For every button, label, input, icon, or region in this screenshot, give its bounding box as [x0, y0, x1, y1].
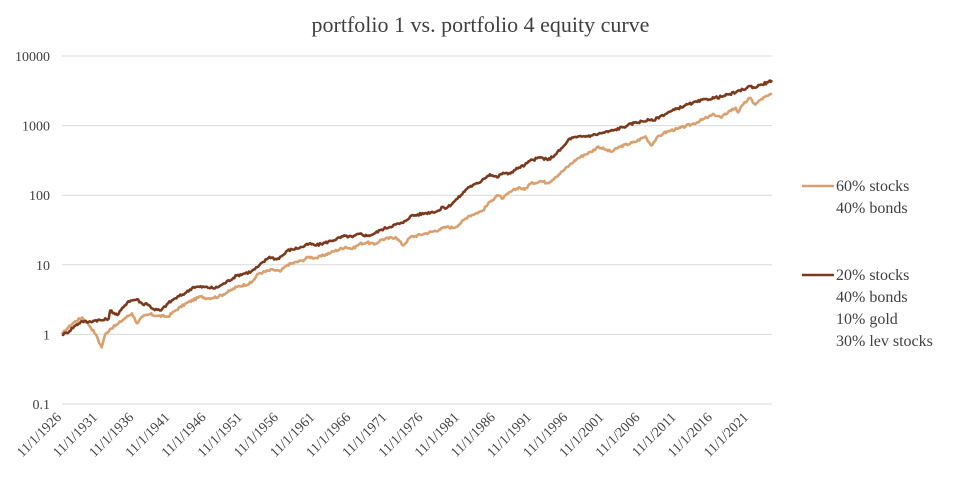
- series-line-2: [61, 79, 774, 337]
- series-line-1: [60, 92, 773, 349]
- legend: 60% stocks 40% bonds 20% stocks 40% bonds 10…: [802, 178, 933, 350]
- y-tick-label: 100: [29, 189, 50, 204]
- legend-label: 40% bonds: [836, 289, 908, 306]
- legend-label: 30% lev stocks: [836, 333, 933, 350]
- y-tick-label: 10000: [15, 50, 50, 65]
- series-lines: [60, 79, 774, 349]
- y-tick-label: 10: [36, 259, 50, 274]
- legend-label: 10% gold: [836, 311, 898, 328]
- legend-label: 40% bonds: [836, 200, 908, 217]
- y-tick-label: 1000: [22, 120, 50, 135]
- gridlines: [62, 55, 772, 405]
- legend-label: 20% stocks: [836, 267, 909, 284]
- legend-label: 60% stocks: [836, 178, 909, 195]
- y-tick-label: 1: [43, 328, 50, 343]
- x-axis-ticks: 11/1/192611/1/193111/1/193611/1/194111/1…: [14, 410, 751, 460]
- y-tick-label: 0.1: [33, 398, 51, 413]
- chart-title: portfolio 1 vs. portfolio 4 equity curve: [311, 12, 650, 37]
- y-axis-ticks: 0.1 1 10 100 1000 10000: [15, 50, 50, 413]
